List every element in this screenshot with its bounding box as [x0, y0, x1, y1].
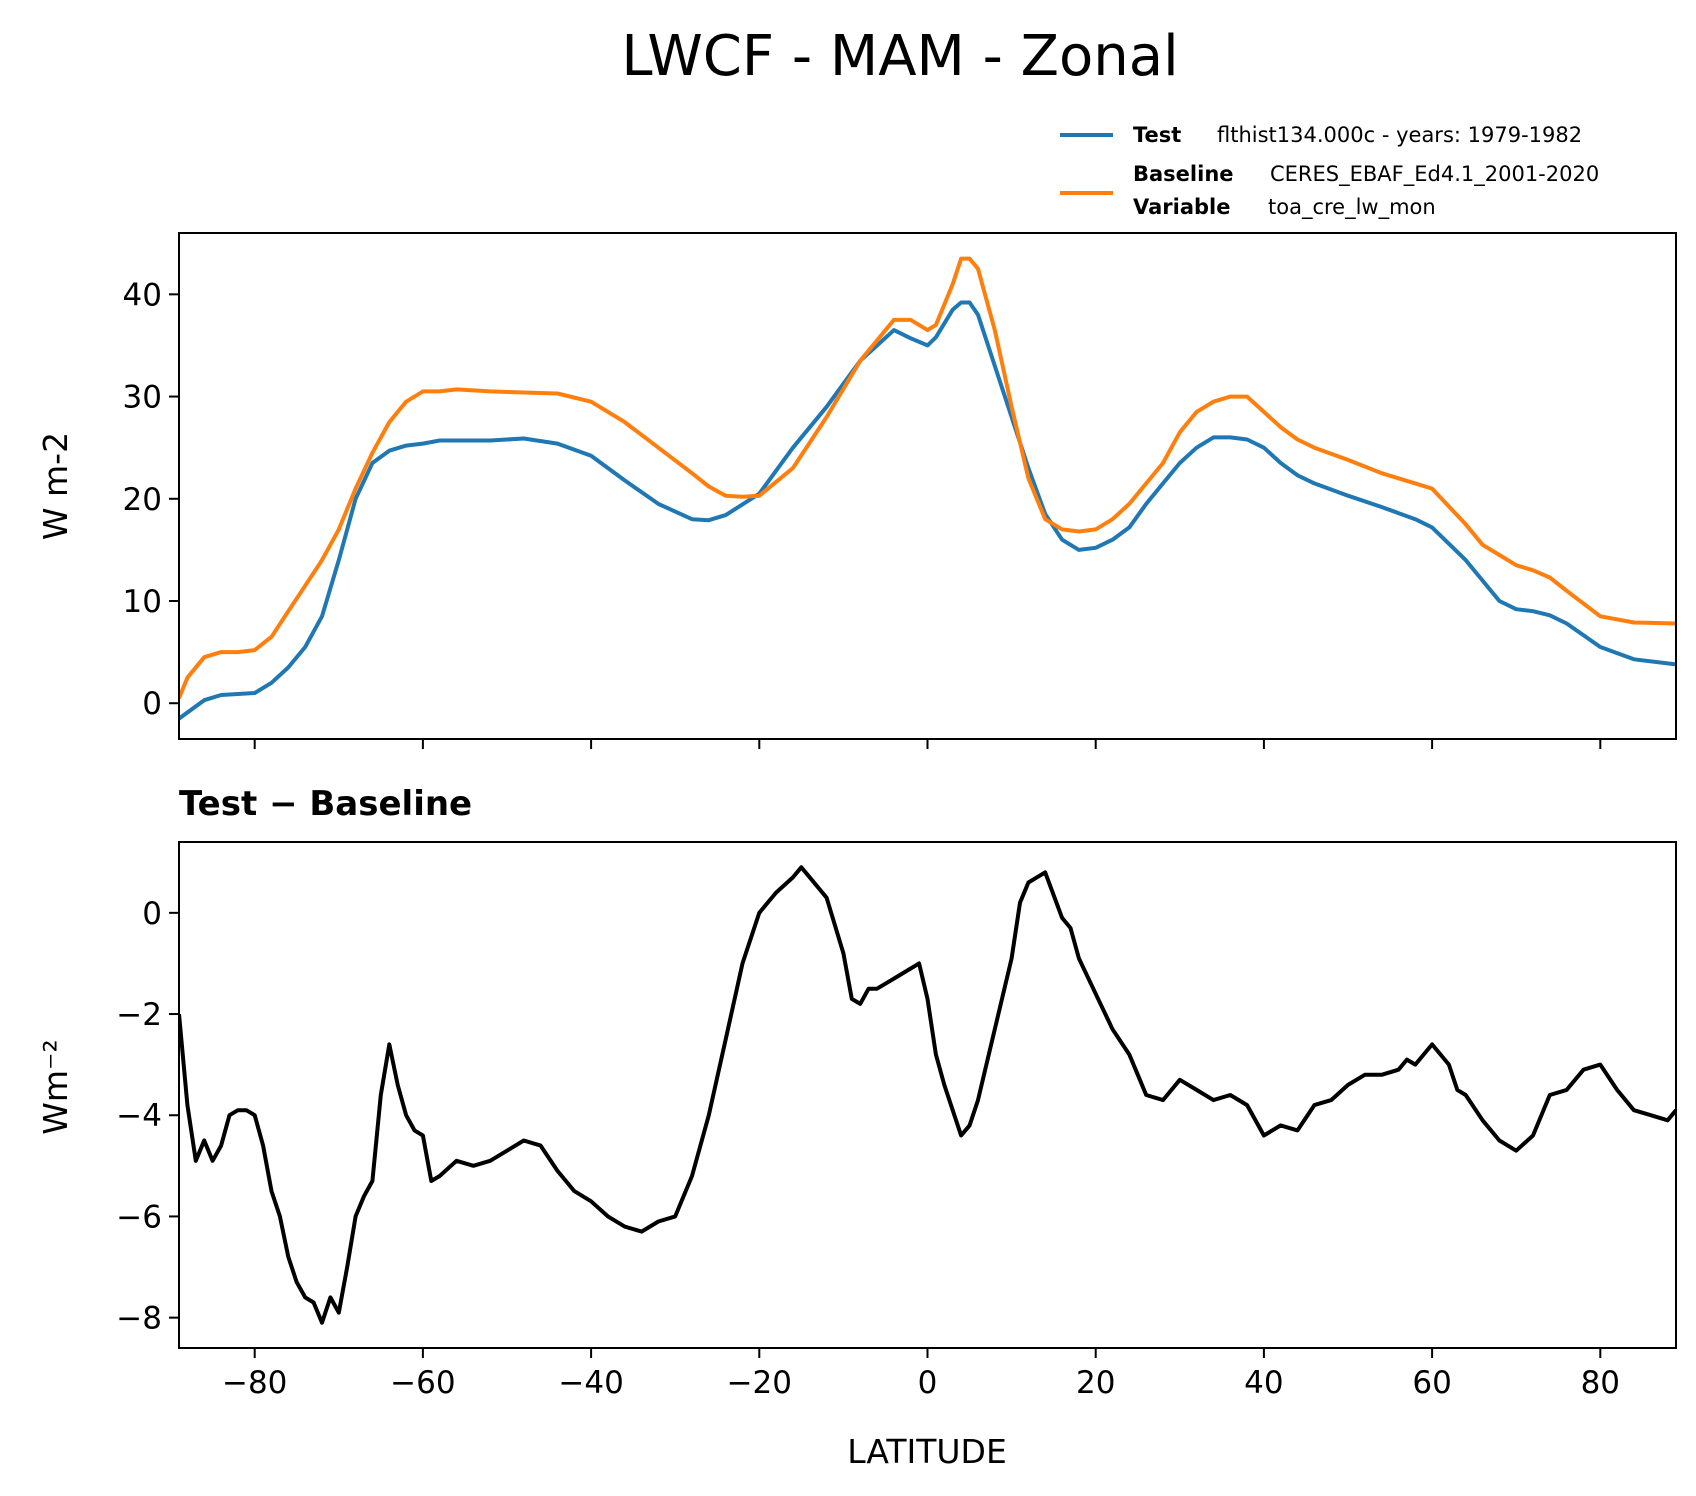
legend-baseline-value: CERES_EBAF_Ed4.1_2001-2020	[1270, 162, 1599, 187]
legend-variable-key: Variable	[1133, 195, 1230, 219]
top-panel: 0 10 20 30 40 W m-2	[36, 232, 1677, 749]
top-y-tick-label: 10	[123, 584, 162, 620]
top-panel-series	[179, 256, 1676, 721]
top-series-line-baseline	[179, 256, 1676, 699]
x-tick-label: 40	[1244, 1365, 1283, 1401]
bottom-y-tick-label: −8	[116, 1301, 162, 1337]
legend-variable-value: toa_cre_lw_mon	[1268, 195, 1436, 220]
top-y-tick-label: 40	[123, 277, 162, 313]
legend-baseline-key: Baseline	[1133, 162, 1234, 186]
x-tick-label: −20	[727, 1365, 792, 1401]
x-tick-label: −40	[558, 1365, 623, 1401]
top-y-tick-label: 30	[123, 380, 162, 416]
bottom-y-axis-label: Wm⁻²	[36, 1039, 75, 1134]
bottom-series-line-test-baseline	[179, 865, 1676, 1325]
x-axis-label: LATITUDE	[847, 1432, 1007, 1471]
bottom-panel-series	[179, 865, 1676, 1325]
top-y-tick-label: 0	[142, 686, 162, 722]
x-tick-label: 20	[1076, 1365, 1115, 1401]
bottom-panel: Test − Baseline −80 −60 −40 −20 0 20 40 60 80−8−…	[36, 784, 1677, 1471]
x-tick-label: 80	[1581, 1365, 1620, 1401]
x-tick-label: −60	[390, 1365, 455, 1401]
bottom-y-tick-label: −6	[116, 1199, 162, 1235]
top-series-line-test	[179, 300, 1676, 721]
x-tick-label: 0	[918, 1365, 938, 1401]
x-tick-label: −80	[222, 1365, 287, 1401]
top-y-tick-label: 20	[123, 482, 162, 518]
top-panel-ticks: 0 10 20 30 40	[123, 277, 1602, 749]
legend: Test flthist134.000c - years: 1979-1982 …	[1060, 123, 1599, 220]
bottom-y-tick-label: −2	[116, 997, 162, 1033]
bottom-y-tick-label: −4	[116, 1098, 162, 1134]
x-tick-label: 60	[1412, 1365, 1451, 1401]
legend-test-key: Test	[1133, 123, 1181, 147]
difference-panel-title: Test − Baseline	[179, 784, 472, 824]
figure-title: LWCF - MAM - Zonal	[621, 24, 1178, 89]
legend-test-value: flthist134.000c - years: 1979-1982	[1217, 123, 1582, 147]
bottom-panel-ticks: −80 −60 −40 −20 0 20 40 60 80−8−6−4−20	[116, 896, 1620, 1401]
top-y-axis-label: W m-2	[36, 432, 75, 540]
bottom-y-tick-label: 0	[142, 896, 162, 932]
